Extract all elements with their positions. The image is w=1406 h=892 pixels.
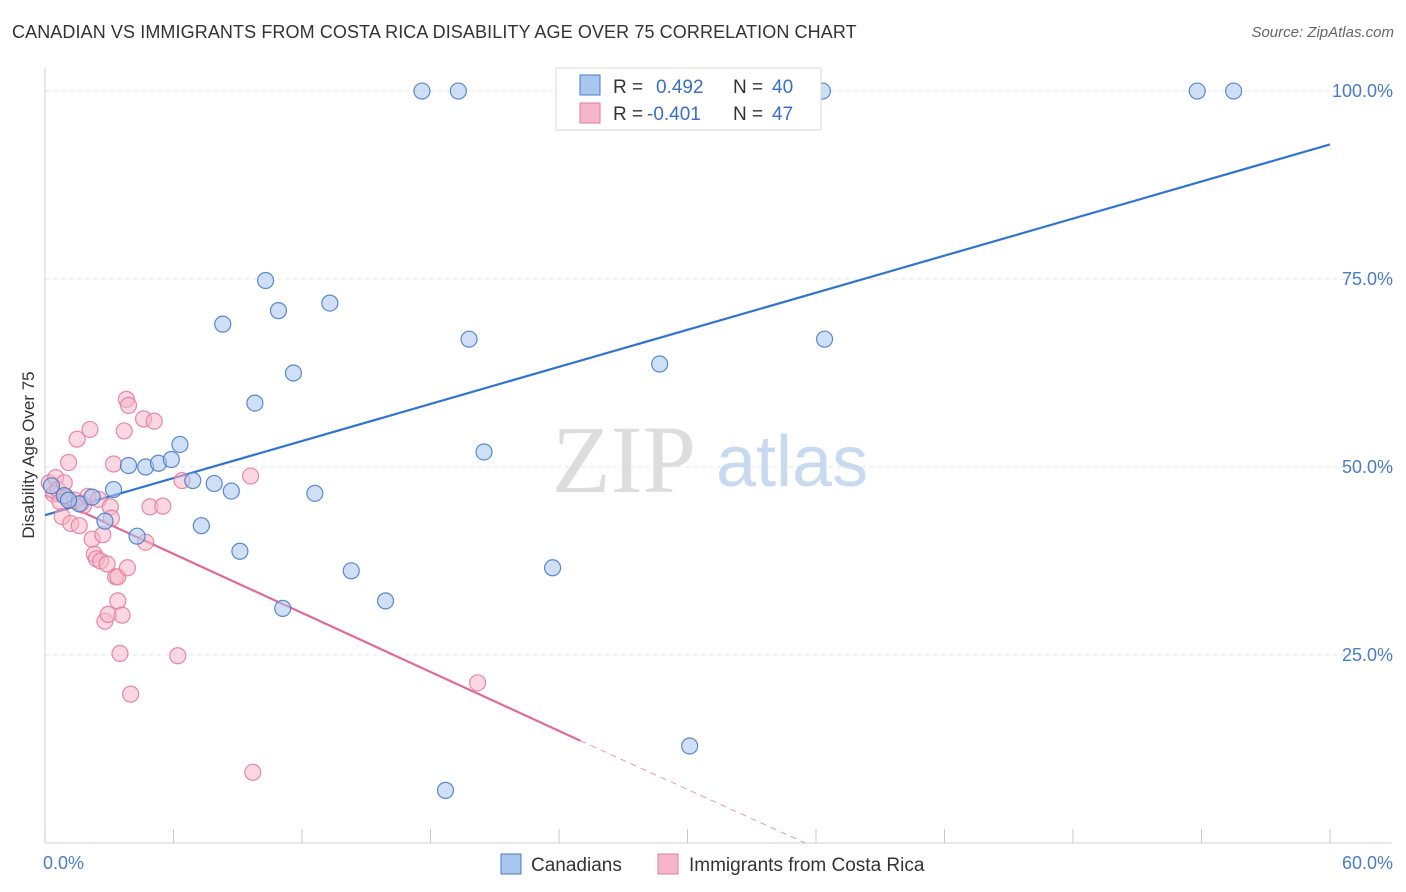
canadians-point (815, 330, 834, 348)
canadians-point (681, 737, 699, 755)
costa-rica-point (145, 412, 163, 430)
legend-r-label-costa-rica: R = (613, 104, 643, 125)
canadians-point (321, 294, 339, 312)
costa-rica-point (154, 497, 172, 515)
canadians-point (342, 562, 360, 580)
watermark: ZIP atlas (552, 406, 868, 513)
canadians-point (246, 394, 264, 412)
canadians-point (119, 456, 138, 475)
costa-rica-point (109, 592, 127, 610)
costa-rica-point (98, 555, 116, 573)
canadians-point (42, 477, 61, 495)
canadians-point (460, 330, 478, 348)
canadians-point (214, 315, 232, 333)
costa-rica-point (70, 517, 88, 535)
y-tick-label: 50.0% (1342, 457, 1393, 477)
canadians-point (651, 355, 669, 373)
axes: 100.0% 75.0% 50.0% 25.0% 0.0% 60.0% (43, 68, 1393, 873)
costa-rica-point (469, 674, 487, 692)
canadians-point (231, 542, 249, 560)
x-tick-label-max: 60.0% (1342, 853, 1393, 873)
canadians-point (436, 781, 455, 799)
canadians-point (222, 482, 240, 500)
grid-lines (45, 90, 1392, 656)
canadians-point (376, 592, 395, 610)
canadians-point (205, 474, 223, 493)
canadians-trend-line (44, 143, 1331, 517)
canadians-point (1188, 82, 1206, 100)
canadians-point (413, 82, 431, 100)
legend-n-label-canadians: N = (733, 77, 763, 98)
costa-rica-trend-line-extension (580, 740, 806, 844)
legend-swatch-canadians (579, 74, 601, 96)
data-points (40, 82, 1243, 799)
canadians-point (59, 491, 78, 509)
legend-n-value-canadians: 40 (772, 77, 793, 98)
watermark-atlas: atlas (716, 422, 868, 502)
y-tick-label: 100.0% (1332, 81, 1393, 101)
costa-rica-point (244, 763, 262, 781)
chart-title: CANADIAN VS IMMIGRANTS FROM COSTA RICA D… (12, 22, 857, 42)
canadians-point (104, 480, 123, 499)
y-axis-title: Disability Age Over 75 (19, 371, 38, 538)
canadians-point (1225, 82, 1243, 100)
costa-rica-point (118, 559, 137, 577)
legend-r-value-costa-rica: -0.401 (647, 104, 701, 125)
canadians-point (269, 302, 288, 320)
canadians-point (306, 484, 324, 502)
costa-rica-point (169, 647, 187, 665)
canadians-point (171, 435, 189, 454)
canadians-point (192, 517, 210, 535)
costa-rica-point (242, 467, 260, 485)
canadians-point (184, 471, 202, 490)
legend-box: R = 0.492 N = 40 R = -0.401 N = 47 (555, 67, 822, 131)
x-tick-label-min: 0.0% (43, 853, 84, 873)
costa-rica-point (59, 453, 78, 472)
bottom-legend-swatch-costa-rica (657, 853, 679, 875)
canadians-point (256, 271, 275, 290)
canadians-point (128, 527, 146, 545)
costa-rica-point (68, 430, 86, 448)
costa-rica-point (115, 422, 133, 440)
legend-swatch-costa-rica (579, 102, 601, 124)
costa-rica-point (104, 455, 123, 473)
chart-source: Source: ZipAtlas.com (1251, 24, 1394, 41)
costa-rica-point (81, 420, 99, 439)
legend-r-value-canadians: 0.492 (656, 77, 704, 98)
canadians-point (449, 82, 467, 100)
canadians-point (83, 488, 101, 506)
legend-r-label-canadians: R = (613, 77, 643, 98)
canadians-point (284, 364, 303, 382)
costa-rica-point (111, 644, 129, 663)
bottom-legend: Canadians Immigrants from Costa Rica (500, 853, 925, 876)
costa-rica-point (119, 396, 138, 414)
bottom-legend-label-canadians: Canadians (531, 855, 622, 876)
costa-rica-point (122, 685, 140, 703)
canadians-point (543, 559, 562, 577)
bottom-legend-swatch-canadians (500, 853, 522, 875)
watermark-zip: ZIP (552, 406, 696, 513)
y-tick-label: 75.0% (1342, 269, 1393, 289)
bottom-legend-label-costa-rica: Immigrants from Costa Rica (689, 855, 925, 876)
legend-n-value-costa-rica: 47 (772, 104, 793, 125)
canadians-point (96, 512, 114, 530)
costa-rica-point (113, 606, 131, 624)
canadians-point (475, 443, 493, 461)
canadians-point (274, 599, 292, 617)
y-tick-label: 25.0% (1342, 645, 1393, 665)
legend-n-label-costa-rica: N = (733, 104, 763, 125)
canadians-point (162, 450, 180, 469)
